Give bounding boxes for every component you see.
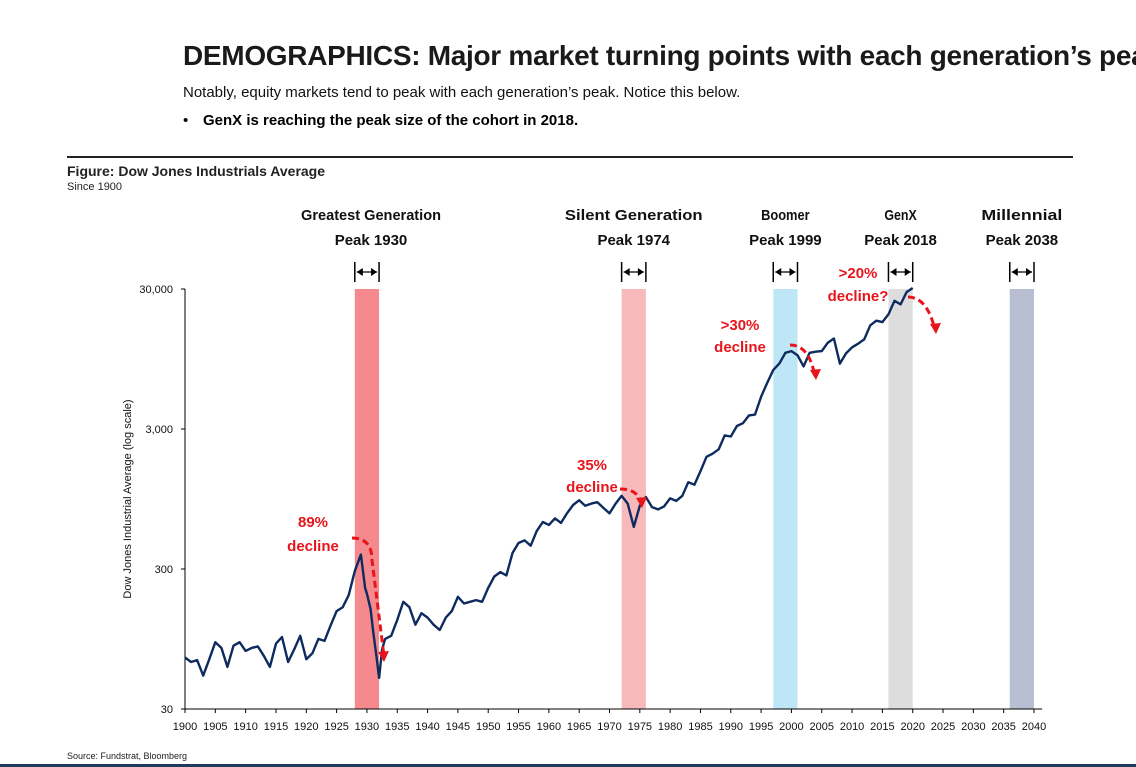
x-tick-label: 1905 [203, 721, 227, 733]
x-tick-label: 1955 [506, 721, 530, 733]
x-tick-label: 1915 [264, 721, 288, 733]
x-tick-label: 1985 [688, 721, 712, 733]
generation-peak-label: Peak 1999 [749, 232, 822, 249]
page-title: DEMOGRAPHICS: Major market turning point… [183, 40, 1136, 71]
generation-label: Millennial [981, 207, 1062, 224]
y-tick-label: 300 [155, 564, 173, 576]
x-tick-label: 2040 [1022, 721, 1046, 733]
divider-rule [67, 156, 1073, 158]
arrowhead-left [623, 268, 630, 276]
decline-arrow [907, 295, 936, 327]
figure-title: Figure: Dow Jones Industrials Average [67, 163, 326, 179]
decline-arrowhead [636, 497, 647, 508]
decline-label: 89% [298, 514, 328, 531]
x-tick-label: 2035 [991, 721, 1015, 733]
decline-label: decline? [828, 288, 889, 305]
x-tick-label: 2020 [900, 721, 924, 733]
dow-series-line [184, 287, 914, 680]
generation-peak-label: Peak 2038 [986, 232, 1059, 249]
x-tick-label: 2015 [870, 721, 894, 733]
generation-band [1009, 289, 1034, 709]
x-tick-label: 1945 [446, 721, 470, 733]
arrowhead-right [1026, 268, 1032, 276]
x-tick-label: 1965 [567, 721, 591, 733]
generation-label: Silent Generation [565, 207, 703, 224]
figure-subtitle: Since 1900 [67, 181, 123, 193]
generation-peak-label: Peak 1974 [597, 232, 670, 249]
generation-peak-label: Peak 1930 [335, 232, 408, 249]
x-tick-label: 1900 [173, 721, 197, 733]
arrowhead-left [890, 268, 897, 276]
y-tick-label: 30,000 [139, 284, 173, 296]
x-tick-label: 1995 [749, 721, 773, 733]
arrowhead-left [775, 268, 782, 276]
decline-arrowhead [810, 369, 821, 380]
decline-arrow [351, 536, 386, 657]
generation-band [888, 289, 913, 709]
footer-bar [0, 764, 1136, 767]
x-tick-label: 2025 [931, 721, 955, 733]
arrowhead-right [904, 268, 911, 276]
arrowhead-right [789, 268, 796, 276]
arrowhead-left [1011, 268, 1018, 276]
generation-label: GenX [884, 207, 916, 224]
x-tick-label: 2010 [840, 721, 864, 733]
x-tick-label: 1960 [537, 721, 561, 733]
generation-label: Greatest Generation [301, 207, 441, 224]
decline-label: >30% [721, 317, 760, 334]
generation-peak-label: Peak 2018 [864, 232, 937, 249]
page-subtitle: Notably, equity markets tend to peak wit… [183, 84, 741, 101]
x-tick-label: 1970 [597, 721, 621, 733]
arrowhead-right [637, 268, 644, 276]
decline-label: decline [714, 339, 766, 356]
bullet-dot: • [183, 112, 189, 129]
x-tick-label: 1920 [294, 721, 318, 733]
x-tick-label: 1925 [324, 721, 348, 733]
x-tick-label: 2030 [961, 721, 985, 733]
decline-label: >20% [839, 265, 878, 282]
y-tick-label: 3,000 [145, 424, 173, 436]
x-tick-label: 1980 [658, 721, 682, 733]
x-tick-label: 2000 [779, 721, 803, 733]
x-tick-label: 1950 [476, 721, 500, 733]
bullet-text: GenX is reaching the peak size of the co… [203, 112, 579, 129]
x-tick-label: 1935 [385, 721, 409, 733]
decline-label: 35% [577, 457, 607, 474]
y-axis-title: Dow Jones Industrial Average (log scale) [122, 399, 134, 598]
bullet-point: • GenX is reaching the peak size of the c… [183, 112, 578, 129]
x-tick-label: 2005 [810, 721, 834, 733]
y-tick-label: 30 [161, 704, 173, 716]
x-tick-label: 1990 [719, 721, 743, 733]
generation-label: Boomer [761, 207, 810, 224]
decline-label: decline [287, 538, 339, 555]
decline-arrowhead [378, 651, 389, 662]
source-note: Source: Fundstrat, Bloomberg [67, 751, 188, 761]
decline-label: decline [566, 479, 618, 496]
arrowhead-left [356, 268, 363, 276]
x-tick-label: 1940 [415, 721, 439, 733]
x-tick-label: 1930 [355, 721, 379, 733]
arrowhead-right [371, 268, 378, 276]
decline-arrow [789, 343, 816, 373]
x-tick-label: 1910 [233, 721, 257, 733]
x-tick-label: 1975 [628, 721, 652, 733]
generation-band [773, 289, 798, 709]
decline-arrowhead [930, 323, 941, 334]
